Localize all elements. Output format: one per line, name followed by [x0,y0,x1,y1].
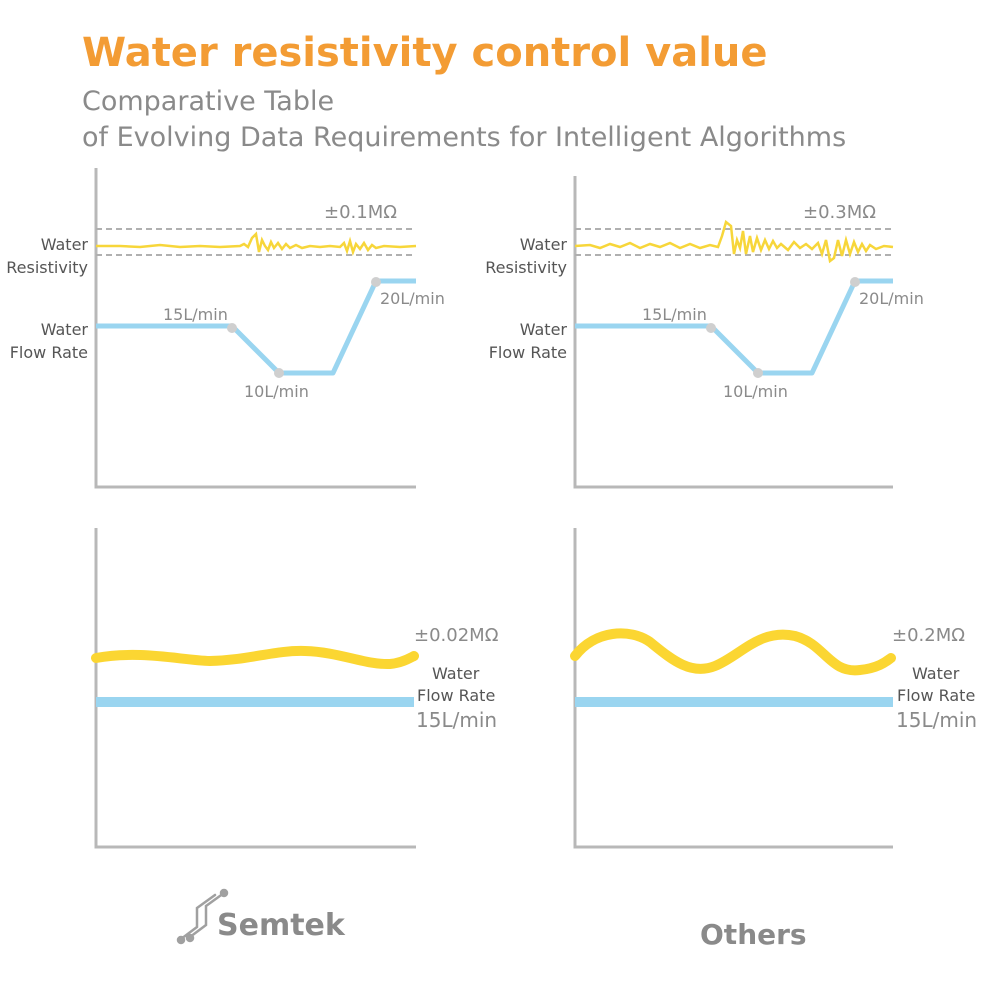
chart-bottom-right: ±0.2MΩ Water Flow Rate 15L/min [570,528,977,849]
label-water-flow-rate-2: Flow Rate [897,686,975,705]
flow-point-label-20: 20L/min [859,289,924,308]
axis-top-right [573,176,893,489]
label-water-flow-rate-2: Flow Rate [10,343,88,362]
flow-rate-line [575,278,893,376]
flow-point-10 [753,368,763,378]
page-subtitle-line-2: of Evolving Data Requirements for Intell… [82,122,847,153]
flow-point-15 [227,323,237,333]
flow-point-20 [371,277,381,287]
label-water-flow-rate-1: Water [432,664,480,683]
label-water-resistivity-2: Resistivity [6,258,88,277]
resistivity-band-line [570,628,896,676]
chart-top-left: ±0.1MΩ 15L/min 10L/min 20L/min Water Res… [6,168,445,489]
chart-top-right: ±0.3MΩ 15L/min 10L/min 20L/min Water Res… [485,176,924,489]
brand-others: Others [700,918,807,951]
axis-bottom-right [573,528,893,849]
flow-point-label-10: 10L/min [723,382,788,401]
axis-top-left [94,168,416,489]
semtek-logo-icon [176,888,229,945]
tolerance-label: ±0.02MΩ [414,625,499,646]
resistivity-line [96,231,417,257]
resistivity-line [574,219,894,264]
flow-point-label-15: 15L/min [163,305,228,324]
resistivity-band-line [91,645,419,670]
label-water-flow-rate-2: Flow Rate [417,686,495,705]
flow-value-label: 15L/min [896,708,977,732]
flow-rate-line [96,278,416,376]
label-water-resistivity-1: Water [41,235,89,254]
brand-semtek: Semtek [217,908,345,943]
label-water-resistivity-1: Water [520,235,568,254]
axis-bottom-left [94,528,416,849]
tolerance-label: ±0.2MΩ [892,625,965,646]
label-water-flow-rate-2: Flow Rate [489,343,567,362]
label-water-flow-rate-1: Water [41,320,89,339]
flow-point-label-15: 15L/min [642,305,707,324]
flow-point-label-10: 10L/min [244,382,309,401]
tolerance-label: ±0.1MΩ [324,202,397,223]
page-subtitle-line-1: Comparative Table [82,86,335,117]
flow-point-20 [850,277,860,287]
flow-point-15 [706,323,716,333]
label-water-resistivity-2: Resistivity [485,258,567,277]
tolerance-label: ±0.3MΩ [803,202,876,223]
flow-point-label-20: 20L/min [380,289,445,308]
page-title: Water resistivity control value [82,30,768,76]
chart-bottom-left: ±0.02MΩ Water Flow Rate 15L/min [91,528,499,849]
label-water-flow-rate-1: Water [520,320,568,339]
flow-point-10 [274,368,284,378]
label-water-flow-rate-1: Water [912,664,960,683]
flow-value-label: 15L/min [416,708,497,732]
